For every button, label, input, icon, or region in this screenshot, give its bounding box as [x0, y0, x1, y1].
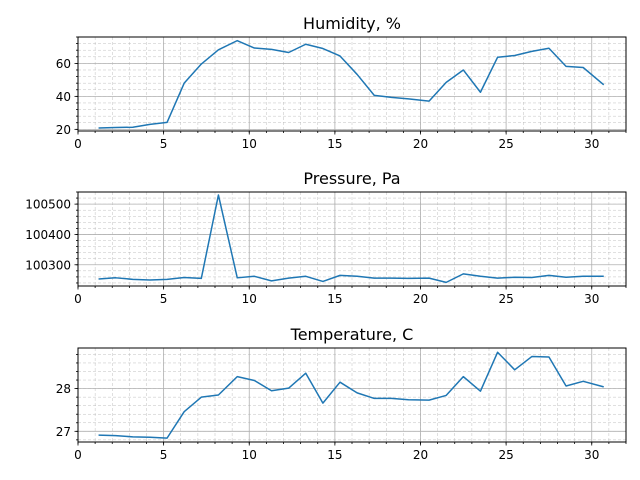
humidity-x-tick-label: 10: [242, 137, 257, 151]
humidity-x-tick-label: 30: [584, 137, 599, 151]
pressure-x-tick-label: 20: [413, 292, 428, 306]
temperature-series-line: [98, 351, 604, 439]
pressure-y-tick-label: 100500: [25, 198, 71, 212]
humidity-x-tick-label: 0: [74, 137, 82, 151]
pressure-x-tick-label: 5: [160, 292, 168, 306]
temperature-x-tick-label: 0: [74, 448, 82, 462]
temperature-x-tick-label: 15: [327, 448, 342, 462]
pressure-x-tick-label: 30: [584, 292, 599, 306]
humidity-series-line: [98, 39, 605, 129]
pressure-y-tick-label: 100300: [25, 258, 71, 272]
pressure-major-grid: [77, 192, 626, 286]
temperature-x-tick-label: 5: [160, 448, 168, 462]
humidity-axes-frame: [77, 36, 627, 132]
humidity-x-tick-label: 20: [413, 137, 428, 151]
pressure-x-tick-label: 10: [242, 292, 257, 306]
humidity-chart: 0 5 10 15 20 25 30 20 40 60 Humidity, %: [56, 14, 627, 151]
pressure-x-tick-label: 25: [498, 292, 513, 306]
pressure-y-tick-label: 100400: [25, 228, 71, 242]
humidity-y-tick-label: 20: [56, 123, 71, 137]
humidity-x-tick-label: 25: [498, 137, 513, 151]
pressure-chart-title: Pressure, Pa: [303, 169, 400, 188]
temperature-x-tick-label: 20: [413, 448, 428, 462]
pressure-x-tick-label: 15: [327, 292, 342, 306]
humidity-x-tick-label: 15: [327, 137, 342, 151]
chart-panels: 0 5 10 15 20 25 30 20 40 60 Humidity, % 0 5 10 15 20 25 3…: [25, 14, 627, 462]
temperature-y-tick-label: 27: [56, 425, 71, 439]
humidity-major-grid: [77, 37, 626, 131]
temperature-axes-frame: [77, 347, 627, 443]
temperature-x-tick-label: 30: [584, 448, 599, 462]
temperature-chart: 0 5 10 15 20 25 30 27 28 Temperature, C: [56, 325, 627, 462]
pressure-axes-frame: [77, 191, 627, 287]
humidity-y-tick-label: 40: [56, 90, 71, 104]
humidity-chart-title: Humidity, %: [303, 14, 401, 33]
pressure-x-tick-label: 0: [74, 292, 82, 306]
pressure-chart: 0 5 10 15 20 25 30 100300 100400 100500 Pressure, …: [25, 169, 627, 306]
pressure-series-line: [98, 194, 604, 284]
temperature-chart-title: Temperature, C: [290, 325, 414, 344]
humidity-x-tick-label: 5: [160, 137, 168, 151]
temperature-y-tick-label: 28: [56, 382, 71, 396]
temperature-x-tick-label: 25: [498, 448, 513, 462]
temperature-x-tick-label: 10: [242, 448, 257, 462]
humidity-y-tick-label: 60: [56, 57, 71, 71]
